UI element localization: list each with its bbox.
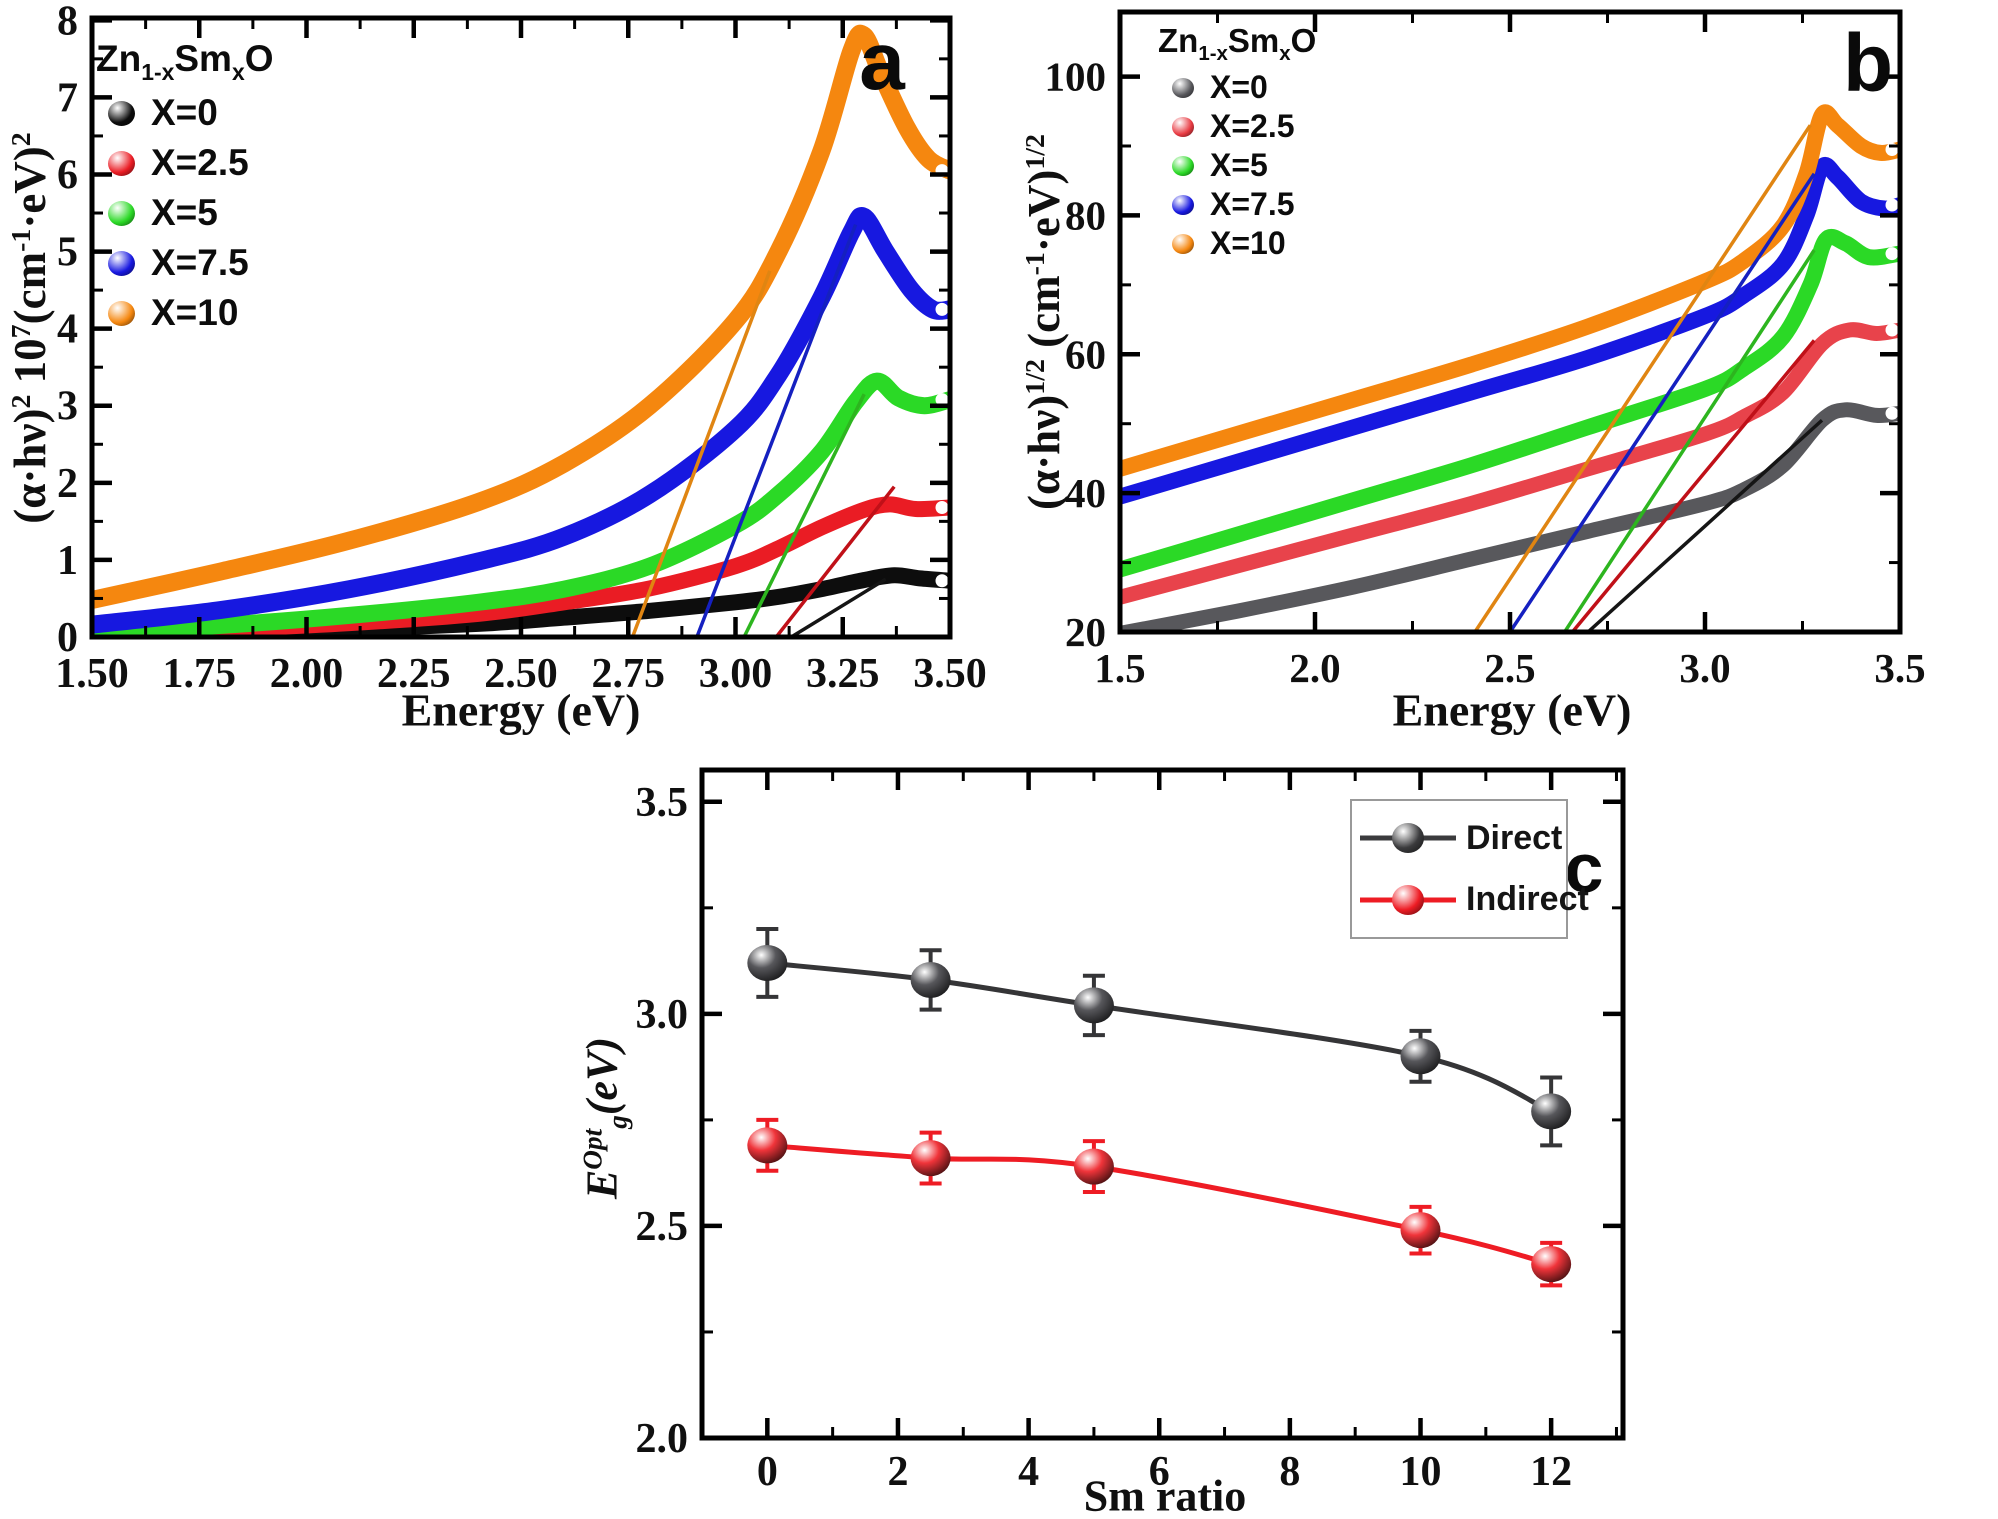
tick-label: 60 [1065, 331, 1106, 377]
panel-b-curve-X=10 [1120, 104, 1900, 477]
panel-b-curve-X=2.5 [1120, 322, 1900, 605]
panel-b-curve-end-dot [1885, 247, 1899, 261]
tick-label: 3.0 [636, 992, 689, 1038]
panel-a-fit-X=2.5 [774, 485, 896, 637]
panel-c-data-point-Indirect [1531, 1246, 1572, 1283]
tick-label: 10 [1400, 1449, 1442, 1495]
panel-b-fit-X=5 [1563, 249, 1816, 632]
panel-c-line-Direct [767, 960, 1553, 1114]
tick-label: 2.0 [636, 1416, 689, 1462]
panel-c-data-point-Indirect [747, 1127, 788, 1164]
tick-label: 3.5 [1874, 645, 1925, 691]
tick-label: 2.5 [636, 1204, 689, 1250]
panel-c-data-point-Direct [747, 944, 788, 981]
panel-a-curve-end-dot [935, 574, 949, 588]
tick-label: 100 [1045, 54, 1107, 100]
panel-b-fit-X=7.5 [1508, 172, 1816, 632]
tick-label: 5 [57, 230, 78, 276]
tick-label: 3.5 [636, 780, 689, 826]
tick-label: 1.75 [163, 651, 237, 697]
tick-label: 0 [757, 1449, 778, 1495]
panel-b-curve-X=7.5 [1120, 157, 1900, 505]
tick-label: 12 [1530, 1449, 1572, 1495]
panel-a-fit-X=7.5 [695, 223, 858, 637]
panel-a-fit-X=5 [742, 393, 866, 637]
tick-label: 8 [57, 0, 78, 44]
panel-a-fit-X=0 [790, 577, 887, 637]
panel-b-fit-X=0 [1586, 418, 1824, 632]
tick-label: 1 [57, 538, 78, 584]
panel-b-curve-end-dot [1885, 406, 1899, 420]
panel-a-tick-labels: 1.50 1.75 2.00 2.25 2.50 2.75 3.00 3.25 3.50 0 1 2 3… [55, 0, 987, 697]
tick-label: 1.5 [1094, 645, 1145, 691]
tick-label: 40 [1065, 470, 1106, 516]
panel-b-fit-X=10 [1473, 124, 1812, 632]
panel-a-curve-X=10 [92, 24, 950, 609]
tick-label: 6 [1149, 1449, 1170, 1495]
tick-label: 4 [57, 307, 78, 353]
panel-c-curves [747, 927, 1572, 1288]
tick-label: 4 [1018, 1449, 1039, 1495]
tick-label: 3.50 [913, 651, 987, 697]
tick-label: 0 [57, 615, 78, 661]
tick-label: 6 [57, 152, 78, 198]
panel-a-curve-X=7.5 [92, 207, 950, 634]
panel-b-curve-X=0 [1120, 402, 1900, 632]
panel-c-line-Indirect [767, 1142, 1552, 1267]
tick-label: 80 [1065, 192, 1106, 238]
panel-c-axes [699, 767, 1626, 1441]
tick-label: 8 [1279, 1449, 1300, 1495]
panel-a-curve-end-dot [935, 393, 949, 407]
panel-a-curve-X=5 [92, 372, 950, 637]
panel-b-curves [1120, 104, 1900, 632]
panel-c-data-point-Indirect [910, 1140, 951, 1177]
panel-b-fit-X=2.5 [1571, 339, 1816, 632]
tick-label: 2 [887, 1449, 908, 1495]
panel-b-curve-X=5 [1120, 228, 1900, 578]
tick-label: 2.25 [377, 651, 451, 697]
panel-a-curve-end-dot [935, 500, 949, 514]
tick-label: 7 [57, 75, 78, 121]
tick-label: 3.0 [1679, 645, 1730, 691]
panel-c-errorbars-Direct [756, 927, 1563, 1148]
panel-c-data-point-Indirect [1400, 1212, 1441, 1249]
panel-c-data-point-Direct [1073, 987, 1114, 1024]
panel-c-errorbars-Indirect [756, 1117, 1563, 1288]
panel-c-spine [699, 767, 1626, 1441]
panel-c-data-point-Direct [910, 961, 951, 998]
panel-a-curve-end-dot [935, 302, 949, 316]
panel-a-fit-X=10 [630, 270, 772, 637]
tick-label: 1.50 [55, 651, 129, 697]
tick-label: 3.00 [699, 651, 773, 697]
tick-label: 3.25 [806, 651, 880, 697]
panel-b-curve-end-dot [1885, 198, 1899, 212]
tick-label: 3 [57, 384, 78, 430]
tick-label: 2.00 [270, 651, 344, 697]
tick-label: 2.75 [592, 651, 666, 697]
panel-c-data-point-Indirect [1073, 1148, 1114, 1185]
panel-a-axes [89, 15, 953, 640]
panel-c-data-point-Direct [1531, 1093, 1572, 1130]
panel-b-tick-labels: 1.5 2.0 2.5 3.0 3.5 20 40 60 80 100 [1045, 54, 1926, 691]
panel-b-curve-end-dot [1885, 323, 1899, 337]
tick-label: 2.0 [1289, 645, 1340, 691]
tick-label: 2.50 [484, 651, 558, 697]
tick-label: 2.5 [1484, 645, 1535, 691]
panel-a-curves [92, 24, 950, 637]
tick-label: 20 [1065, 609, 1106, 655]
panel-b-axes [1117, 9, 1903, 635]
tick-label: 2 [57, 461, 78, 507]
panel-c-tick-labels: 0 2 4 6 8 10 12 2.0 2.5 3.0 3.5 [636, 780, 1573, 1495]
panel-c-data-point-Direct [1400, 1038, 1441, 1075]
